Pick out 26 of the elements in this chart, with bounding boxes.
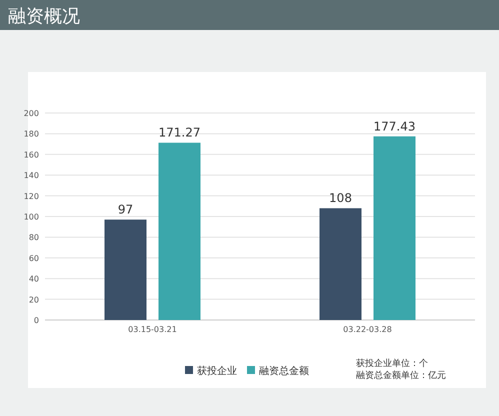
y-tick-label: 100	[24, 212, 39, 222]
y-tick-label: 80	[28, 233, 39, 242]
data-label: 97	[118, 202, 134, 217]
y-tick-label: 180	[24, 130, 39, 139]
data-label: 171.27	[158, 126, 200, 140]
data-label: 177.43	[374, 119, 416, 134]
data-label: 108	[329, 191, 352, 206]
bar	[374, 136, 416, 320]
y-tick-label: 140	[24, 171, 39, 180]
y-tick-label: 120	[24, 192, 39, 201]
bar	[158, 142, 200, 320]
y-tick-label: 160	[24, 150, 39, 160]
y-tick-label: 60	[28, 254, 39, 263]
y-tick-label: 200	[24, 109, 39, 118]
x-tick-label: 03.15-03.21	[128, 325, 177, 334]
chart-title: 融资概况	[8, 6, 80, 27]
legend-label: 获投企业	[197, 365, 237, 377]
bar	[104, 220, 146, 320]
bar	[320, 208, 362, 320]
y-tick-label: 20	[28, 295, 39, 304]
x-tick-label: 03.22-03.28	[343, 325, 392, 334]
y-tick-label: 40	[28, 274, 39, 284]
text: 融资总金额单位：亿元	[356, 370, 446, 381]
y-tick-label: 0	[34, 316, 39, 325]
text: 获投企业单位：个	[356, 358, 428, 369]
legend-label: 融资总金额	[259, 365, 309, 377]
